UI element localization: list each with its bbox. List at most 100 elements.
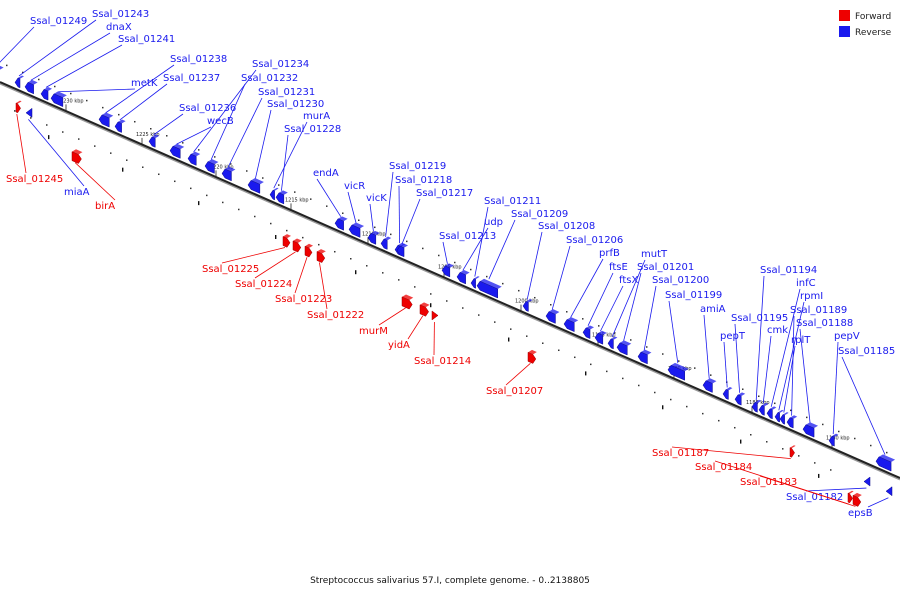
gene-label: Ssal_01232: [241, 73, 298, 84]
gene-ssal_01182[interactable]: [863, 476, 871, 487]
gene-label: Ssal_01182: [786, 492, 843, 503]
gene-rplt[interactable]: [779, 412, 789, 425]
gene-ssal_01209[interactable]: [476, 278, 502, 299]
gene-label: Ssal_01234: [252, 59, 309, 70]
gene-label: Ssal_01199: [665, 290, 722, 301]
gene-ssal_01195[interactable]: [734, 392, 746, 406]
gene-yida[interactable]: [419, 302, 430, 317]
gene-label: amiA: [700, 304, 726, 315]
gene-label: Ssal_01231: [258, 87, 315, 98]
gene-label: Ssal_01211: [484, 196, 541, 207]
gene-ssal_01187[interactable]: [789, 445, 796, 458]
gene-ssal_01222[interactable]: [316, 249, 326, 263]
gene-label: infC: [796, 278, 816, 289]
gene-label: mutT: [641, 249, 668, 260]
gene-rpmi[interactable]: [774, 409, 784, 423]
gene-ssal_01208[interactable]: [522, 299, 533, 312]
gene-mura[interactable]: [269, 187, 279, 201]
gene-label: ftsX: [619, 275, 638, 286]
gene-ssal_01249[interactable]: [0, 65, 4, 79]
gene-ssal_01213[interactable]: [441, 263, 454, 278]
gene-ssal_01207[interactable]: [527, 349, 537, 364]
gene-label: dnaX: [106, 22, 132, 33]
gene-prfb[interactable]: [563, 317, 579, 333]
gene-label: Ssal_01224: [235, 279, 292, 290]
gene-ssal_01184[interactable]: [847, 490, 854, 504]
gene-label: Ssal_01194: [760, 265, 817, 276]
gene-ssal_01238[interactable]: [98, 112, 114, 128]
gene-ssal_01230[interactable]: [247, 178, 264, 194]
gene-label: udp: [484, 217, 503, 228]
gene-label: Ssal_01238: [170, 54, 227, 65]
gene-ssal_01219[interactable]: [380, 236, 392, 250]
gene-ssal_01245[interactable]: [15, 100, 22, 114]
gene-label: Ssal_01189: [790, 305, 847, 316]
gene-label: Ssal_01225: [202, 264, 259, 275]
gene-miaa[interactable]: [25, 107, 33, 118]
gene-ssal_01217[interactable]: [396, 243, 409, 258]
gene-ssal_01223[interactable]: [304, 243, 314, 258]
gene-dnax[interactable]: [24, 79, 38, 95]
gene-ssal_01200[interactable]: [637, 349, 652, 365]
tick-label: 1185 kbp: [746, 400, 770, 406]
gene-ssal_01224[interactable]: [292, 238, 302, 253]
figure-caption: Streptococcus salivarius 57.I, complete …: [310, 576, 590, 586]
gene-enda[interactable]: [334, 216, 348, 231]
gene-label: Ssal_01184: [695, 462, 752, 473]
gene-ssal_01234[interactable]: [187, 151, 201, 166]
gene-label: Ssal_01209: [511, 209, 568, 220]
gene-ftse[interactable]: [582, 325, 595, 339]
gene-ssal_01243[interactable]: [14, 75, 25, 89]
gene-cmk[interactable]: [758, 402, 769, 416]
gene-ssal_01206[interactable]: [545, 309, 560, 324]
gene-pept[interactable]: [722, 387, 733, 400]
gene-label: Ssal_01195: [731, 313, 788, 324]
gene-label: Ssal_01188: [796, 318, 853, 329]
gene-label: vicK: [366, 193, 387, 204]
gene-label: Ssal_01237: [163, 73, 220, 84]
gene-ssal_01194[interactable]: [751, 399, 762, 413]
gene-vick[interactable]: [367, 230, 380, 245]
gene-infc[interactable]: [766, 406, 777, 420]
gene-pepv[interactable]: [828, 433, 839, 447]
gene-amia[interactable]: [702, 378, 717, 393]
gene-mutt[interactable]: [607, 336, 618, 350]
gene-label: cmk: [767, 325, 788, 336]
gene-murm[interactable]: [401, 294, 414, 310]
gene-ssal_01189[interactable]: [786, 415, 798, 429]
gene-label: Ssal_01208: [538, 221, 595, 232]
gene-ssal_01225[interactable]: [282, 234, 292, 248]
gene-bira[interactable]: [71, 149, 83, 164]
gene-ssal_01236[interactable]: [148, 134, 160, 148]
gene-label: Ssal_01228: [284, 124, 341, 135]
gene-ssal_01231[interactable]: [221, 166, 236, 182]
gene-label: murM: [359, 326, 388, 337]
gene-ftsx[interactable]: [594, 330, 607, 345]
gene-vicr[interactable]: [348, 222, 365, 238]
gene-metk[interactable]: [50, 91, 67, 108]
gene-ssal_01183[interactable]: [852, 492, 862, 507]
gene-label: ftsE: [609, 262, 628, 273]
gene-ssal_01188[interactable]: [802, 422, 819, 438]
gene-wecb[interactable]: [169, 143, 185, 159]
gene-ssal_01237[interactable]: [114, 119, 126, 133]
gene-epsb[interactable]: [885, 486, 893, 497]
gene-label: Ssal_01201: [637, 262, 694, 273]
gene-label: Ssal_01183: [740, 477, 797, 488]
gene-ssal_01211[interactable]: [470, 276, 480, 289]
gene-features: [0, 65, 896, 507]
gene-label: Ssal_01236: [179, 103, 236, 114]
gene-label: Ssal_01217: [416, 188, 473, 199]
gene-ssal_01241[interactable]: [40, 86, 53, 101]
gene-ssal_01185[interactable]: [875, 454, 896, 472]
gene-ssal_01201[interactable]: [616, 340, 632, 356]
gene-ssal_01228[interactable]: [275, 190, 288, 205]
gene-udp[interactable]: [456, 270, 470, 285]
gene-label: wecB: [207, 116, 234, 127]
gene-label: miaA: [64, 187, 90, 198]
gene-ssal_01214[interactable]: [431, 310, 439, 321]
gene-ssal_01199[interactable]: [667, 362, 689, 381]
gene-ssal_01232[interactable]: [204, 159, 219, 174]
legend-forward-swatch: [839, 10, 850, 21]
